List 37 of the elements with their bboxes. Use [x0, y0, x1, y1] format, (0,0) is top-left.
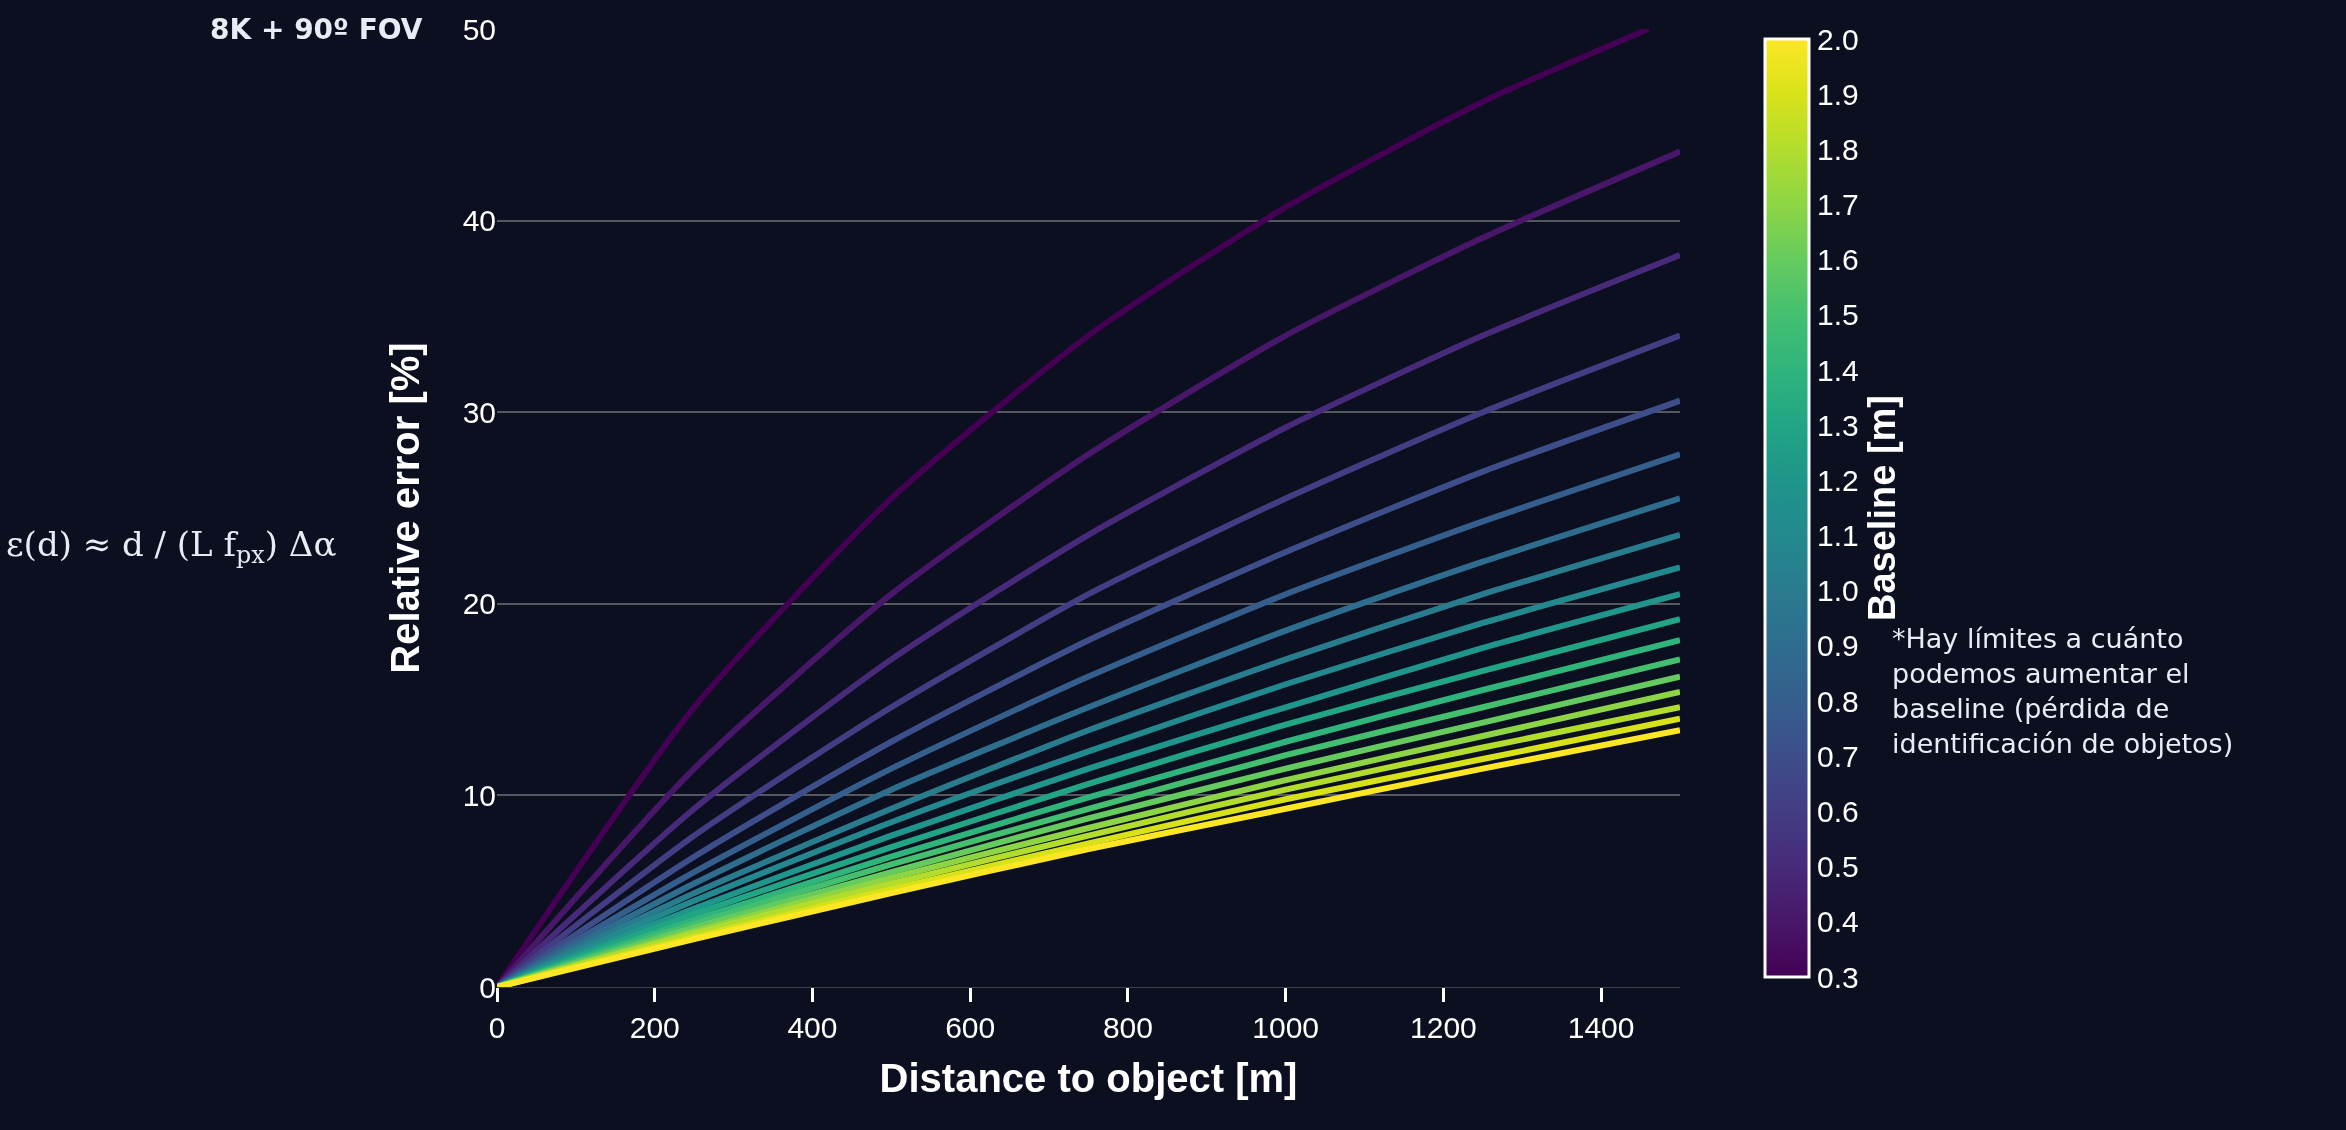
x-tick-label: 1000 — [1252, 1011, 1320, 1044]
x-tick-label: 1200 — [1410, 1011, 1477, 1044]
color-bar-label: 0.4 — [1817, 905, 1859, 939]
color-bar-label: 1.5 — [1817, 298, 1859, 332]
color-bar-label: 0.3 — [1817, 960, 1859, 994]
color-bar-label: 1.2 — [1817, 463, 1859, 497]
x-tick-label: 400 — [787, 1011, 838, 1044]
text: ε(d) ≈ d / (L f$_{px}$) Δα — [6, 524, 337, 570]
y-tick-label: 20 — [462, 587, 496, 621]
y-tick-label: 0 — [479, 970, 496, 1004]
color-bar-label: 0.8 — [1817, 684, 1859, 718]
x-axis-title: Distance to object [m] — [879, 1055, 1298, 1100]
color-bar-label: 0.7 — [1817, 739, 1859, 773]
y-tick-label: 50 — [462, 12, 496, 46]
color-bar-label: 1.4 — [1817, 353, 1859, 387]
color-bar-label: 1.8 — [1817, 132, 1859, 166]
x-tick-label: 200 — [629, 1011, 680, 1044]
color-bar-label: 1.1 — [1817, 519, 1859, 553]
text: *Hay límites a cuánto podemos aumentar el baseline (pérdida de identificación de objetos) — [1892, 623, 2234, 760]
chart-title: 8K + 90º FOV — [210, 13, 423, 46]
y-axis-title: Relative error [%] — [383, 342, 428, 674]
color-bar-label: 2.0 — [1817, 22, 1859, 56]
color-bar-label: 1.9 — [1817, 77, 1859, 111]
x-tick-label: 600 — [945, 1011, 996, 1044]
y-tick-label: 30 — [462, 395, 496, 429]
color-bar-label: 0.6 — [1817, 794, 1859, 828]
color-bar-label: 1.7 — [1817, 188, 1859, 222]
y-tick-label: 10 — [462, 778, 496, 812]
color-bar-label: 0.9 — [1817, 629, 1859, 663]
x-tick-label: 1400 — [1567, 1011, 1635, 1044]
color-bar-label: 1.0 — [1817, 574, 1859, 608]
y-tick-label: 40 — [462, 204, 496, 238]
color-bar-label: 1.6 — [1817, 243, 1859, 277]
color-bar-label: 0.5 — [1817, 850, 1859, 884]
color-bar-title: Baseline [m] — [1860, 395, 1903, 621]
x-tick-label: 800 — [1102, 1011, 1153, 1044]
color-bar-label: 1.3 — [1817, 408, 1859, 442]
